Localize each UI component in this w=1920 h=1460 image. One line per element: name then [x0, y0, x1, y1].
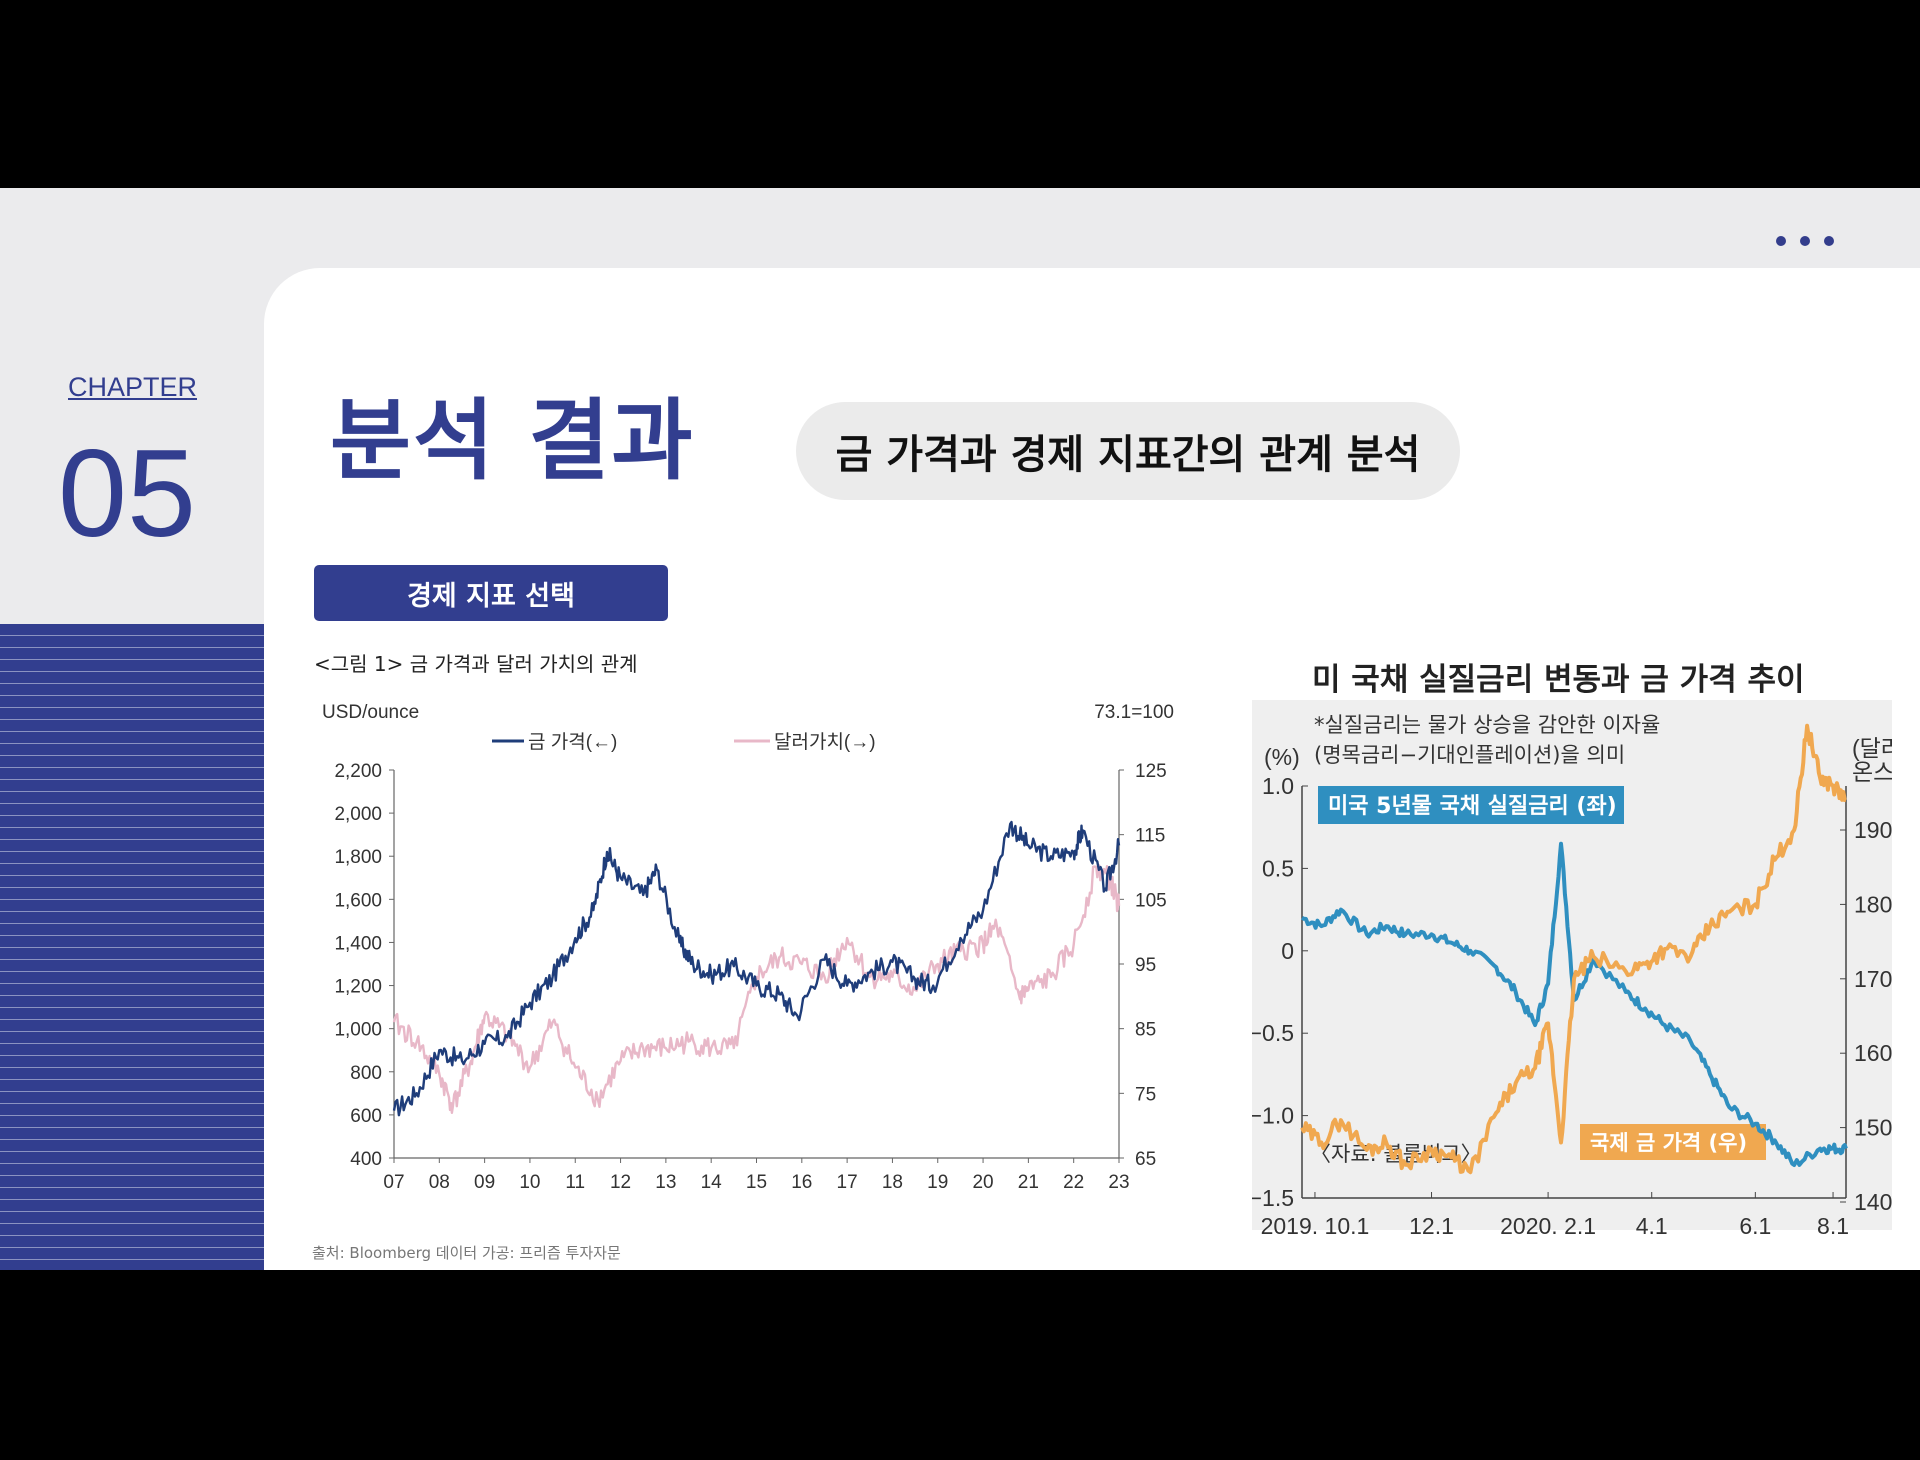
y-left-tick-label: 1,400: [334, 933, 382, 954]
x-tick-label: 09: [474, 1172, 495, 1193]
y-left-tick-label: 1,600: [334, 890, 382, 911]
chart2-lines: [1300, 723, 1848, 1175]
dollar-value-line: [392, 863, 1121, 1114]
figure1-caption: <그림 1> 금 가격과 달러 가치의 관계: [314, 652, 638, 676]
subtitle-pill: 금 가격과 경제 지표간의 관계 분석: [796, 402, 1460, 500]
y-left-tick-label: 2,200: [334, 761, 382, 782]
x-tick-label: 18: [882, 1172, 903, 1193]
left-unit-label: USD/ounce: [322, 702, 419, 723]
y-right-tick-label: 125: [1135, 761, 1167, 782]
c2-y-right-tick-label: 1500: [1854, 1115, 1892, 1141]
c2-y-left-tick-label: −1.0: [1252, 1103, 1294, 1129]
chart2-title: 미 국채 실질금리 변동과 금 가격 추이: [1312, 662, 1805, 698]
gold-price-line-2: [1300, 723, 1847, 1175]
c2-y-left-tick-label: −1.5: [1252, 1185, 1294, 1211]
gold-price-line: [392, 820, 1121, 1117]
y-left-tick-label: 400: [350, 1149, 382, 1170]
x-tick-label: 13: [655, 1172, 676, 1193]
right-unit-label: 73.1=100: [1094, 702, 1174, 723]
x-tick-label: 22: [1063, 1172, 1084, 1193]
y-left-tick-label: 1,000: [334, 1020, 382, 1041]
y-left-tick-label: 1,800: [334, 847, 382, 868]
c2-x-tick-label: 8.1: [1817, 1213, 1849, 1239]
legend-rate-box: [1318, 786, 1624, 824]
chart2-right-unit-2: 온스): [1852, 759, 1892, 785]
page-title: 분석 결과: [330, 389, 695, 492]
gold-vs-dollar-chart: USD/ounce 73.1=100 금 가격(←) 달러가치(→) 2,200…: [322, 702, 1174, 1193]
chart2-note1: *실질금리는 물가 상승을 감안한 이자율: [1314, 713, 1660, 737]
c2-x-tick-label: 6.1: [1739, 1213, 1771, 1239]
legend-gold-label: 금 가격(←): [528, 731, 617, 753]
c2-y-right-tick-label: 1700: [1854, 966, 1892, 992]
legend-gold-box: [1580, 1124, 1766, 1160]
c2-y-left-tick-label: 0: [1281, 938, 1294, 964]
chart2-left-unit: (%): [1264, 744, 1300, 770]
chapter-number: 05: [58, 425, 196, 563]
c2-y-right-tick-label: 1800: [1854, 891, 1892, 917]
y-left-tick-label: 2,000: [334, 804, 382, 825]
select-indicator-button[interactable]: 경제 지표 선택: [314, 565, 668, 621]
chart1-lines: [392, 820, 1121, 1117]
y-right-tick-label: 75: [1135, 1084, 1156, 1105]
x-tick-label: 21: [1018, 1172, 1039, 1193]
chart1-axes: 2,200 2,000 1,800 1,600 1,400 1,200 1,000 800 60…: [334, 761, 1166, 1193]
y-right-tick-label: 85: [1135, 1020, 1156, 1041]
y-left-tick-label: 800: [350, 1063, 382, 1084]
legend-dollar-label: 달러가치(→): [774, 731, 876, 753]
c2-x-tick-label: 2019. 10.1: [1261, 1213, 1370, 1239]
c2-x-tick-label: 2020. 2.1: [1500, 1213, 1596, 1239]
x-tick-label: 12: [610, 1172, 631, 1193]
x-tick-label: 08: [429, 1172, 450, 1193]
legend-rate-label: 미국 5년물 국채 실질금리 (좌): [1328, 794, 1617, 819]
x-tick-label: 10: [519, 1172, 540, 1193]
c2-x-tick-label: 12.1: [1409, 1213, 1454, 1239]
y-right-tick-label: 115: [1135, 826, 1165, 847]
real-rate-vs-gold-chart: 미 국채 실질금리 변동과 금 가격 추이 *실질금리는 물가 상승을 감안한 …: [1252, 662, 1892, 1239]
x-tick-label: 23: [1108, 1172, 1129, 1193]
dot: [1776, 236, 1786, 246]
dot: [1800, 236, 1810, 246]
y-right-tick-label: 65: [1135, 1149, 1156, 1170]
x-tick-label: 19: [927, 1172, 948, 1193]
c2-y-right-tick-label: 1600: [1854, 1040, 1892, 1066]
x-tick-label: 11: [565, 1172, 585, 1193]
legend-gold-label-2: 국제 금 가격 (우): [1590, 1131, 1747, 1155]
chart2-axes: 1.0 0.5 0 −0.5 −1.0 −1.5 1900 1800 1700 1600 1500 1…: [1252, 773, 1892, 1239]
dot: [1824, 236, 1834, 246]
x-tick-label: 17: [837, 1172, 858, 1193]
chart2-note2: (명목금리−기대인플레이션)을 의미: [1314, 743, 1625, 767]
x-tick-label: 14: [701, 1172, 723, 1193]
c2-y-left-tick-label: 1.0: [1262, 773, 1294, 799]
x-tick-label: 20: [972, 1172, 993, 1193]
slide: CHAPTER 05 분석 결과 금 가격과 경제 지표간의 관계 분석 경제 …: [0, 188, 1920, 1270]
more-options-icon[interactable]: [1776, 236, 1834, 246]
chapter-label: CHAPTER: [68, 372, 198, 402]
real-rate-line: [1301, 841, 1848, 1167]
y-right-tick-label: 105: [1135, 890, 1167, 911]
c2-y-left-tick-label: 0.5: [1262, 855, 1294, 881]
c2-y-right-tick-label: 1900: [1854, 817, 1892, 843]
y-left-tick-label: 1,200: [334, 977, 382, 998]
x-tick-label: 07: [383, 1172, 404, 1193]
c2-y-left-tick-label: −0.5: [1252, 1020, 1294, 1046]
striped-sidebar-decoration: [0, 624, 264, 1270]
chart2-right-unit-1: (달러: [1852, 735, 1892, 761]
c2-x-tick-label: 4.1: [1636, 1213, 1668, 1239]
c2-y-right-tick-label: 1400: [1854, 1189, 1892, 1215]
y-right-tick-label: 95: [1135, 955, 1156, 976]
x-tick-label: 16: [791, 1172, 812, 1193]
x-tick-label: 15: [746, 1172, 767, 1193]
y-left-tick-label: 600: [350, 1106, 382, 1127]
figure1-source: 출처: Bloomberg 데이터 가공: 프리즘 투자자문: [312, 1244, 621, 1262]
